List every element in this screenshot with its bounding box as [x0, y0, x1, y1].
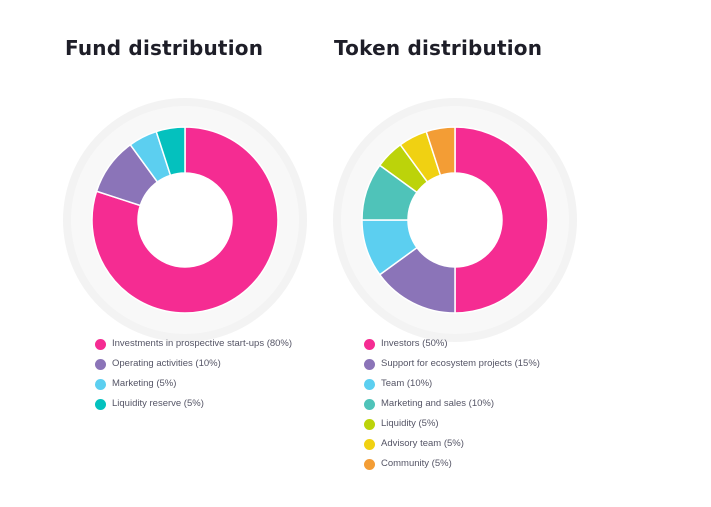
legend-label: Liquidity (5%): [381, 418, 439, 429]
legend-item-community: Community (5%): [364, 458, 594, 470]
donut-hole: [408, 173, 502, 267]
legend-label: Community (5%): [381, 458, 452, 469]
legend-item-support-for-ecosystem-projects: Support for ecosystem projects (15%): [364, 358, 594, 370]
legend-swatch: [95, 379, 106, 390]
legend-item-operating-activities: Operating activities (10%): [95, 358, 305, 370]
legend-item-liquidity-reserve: Liquidity reserve (5%): [95, 398, 305, 410]
legend-item-team: Team (10%): [364, 378, 594, 390]
token-legend: Investors (50%) Support for ecosystem pro…: [364, 338, 594, 478]
legend-label: Investors (50%): [381, 338, 448, 349]
legend-swatch: [364, 359, 375, 370]
fund-legend: Investments in prospective start-ups (80…: [95, 338, 305, 418]
legend-swatch: [364, 419, 375, 430]
legend-item-marketing-and-sales: Marketing and sales (10%): [364, 398, 594, 410]
legend-label: Team (10%): [381, 378, 433, 389]
legend-label: Support for ecosystem projects (15%): [381, 358, 540, 369]
chart-title: Token distribution: [334, 36, 543, 60]
legend-item-advisory-team: Advisory team (5%): [364, 438, 594, 450]
legend-swatch: [364, 459, 375, 470]
legend-item-marketing: Marketing (5%): [95, 378, 305, 390]
chart-title: Fund distribution: [65, 36, 264, 60]
legend-label: Marketing (5%): [112, 378, 177, 389]
fund-donut-chart: [63, 98, 307, 342]
legend-label: Marketing and sales (10%): [381, 398, 494, 409]
legend-label: Operating activities (10%): [112, 358, 221, 369]
legend-swatch: [95, 339, 106, 350]
legend-swatch: [95, 359, 106, 370]
legend-item-investments-in-prospective-start-ups: Investments in prospective start-ups (80…: [95, 338, 305, 350]
legend-swatch: [364, 339, 375, 350]
legend-swatch: [364, 379, 375, 390]
legend-swatch: [95, 399, 106, 410]
fund-distribution-panel: Fund distribution Investments in prospec…: [0, 0, 330, 507]
legend-item-liquidity: Liquidity (5%): [364, 418, 594, 430]
legend-label: Liquidity reserve (5%): [112, 398, 204, 409]
legend-item-investors: Investors (50%): [364, 338, 594, 350]
token-distribution-panel: Token distribution Investors (50%) Suppor…: [268, 0, 598, 507]
donut-hole: [138, 173, 232, 267]
token-donut-chart: [333, 98, 577, 342]
legend-label: Investments in prospective start-ups (80…: [112, 338, 293, 349]
legend-swatch: [364, 399, 375, 410]
legend-label: Advisory team (5%): [381, 438, 464, 449]
legend-swatch: [364, 439, 375, 450]
